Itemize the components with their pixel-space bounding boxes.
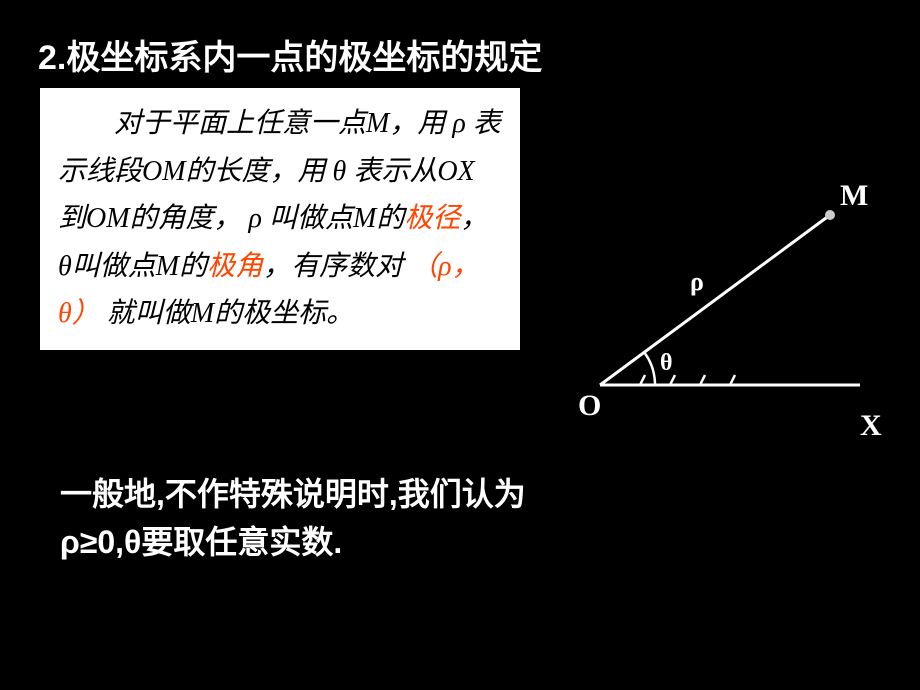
polar-diagram: M O X ρ θ [540,150,900,450]
footer-line1: 一般地,不作特殊说明时,我们认为 [60,470,526,518]
para-text: ，有序数对 [263,251,403,282]
footer-note: 一般地,不作特殊说明时,我们认为 ρ≥0,θ要取任意实数. [60,470,526,566]
footer-line2: ρ≥0,θ要取任意实数. [60,518,526,566]
point-m [825,210,835,220]
label-theta: θ [660,350,673,376]
definition-box: 对于平面上任意一点M，用 ρ 表示线段OM的长度，用 θ 表示从OX到OM的角度… [40,88,520,350]
rho-symbol: ρ [452,108,465,139]
rho-symbol: ρ [249,203,262,234]
theta-symbol: θ [58,251,72,282]
para-text: 叫做点M的 [269,203,404,234]
angle-arc [644,352,655,385]
slide: 2.极坐标系内一点的极坐标的规定 对于平面上任意一点M，用 ρ 表示线段OM的长… [0,0,920,690]
para-text: ， [460,203,488,234]
label-rho: ρ [690,267,704,296]
para-text: 就叫做M的极坐标。 [107,298,354,329]
para-text: 叫做点M的 [72,251,207,282]
om-line [600,215,830,385]
label-o: O [578,389,601,422]
label-x: X [860,409,882,442]
theta-symbol: θ [333,156,347,187]
term-radius: 极径 [404,203,460,234]
slide-title: 2.极坐标系内一点的极坐标的规定 [38,30,542,79]
term-angle: 极角 [207,251,263,282]
label-m: M [840,179,868,212]
para-text: 对于平面上任意一点M，用 [114,108,445,139]
